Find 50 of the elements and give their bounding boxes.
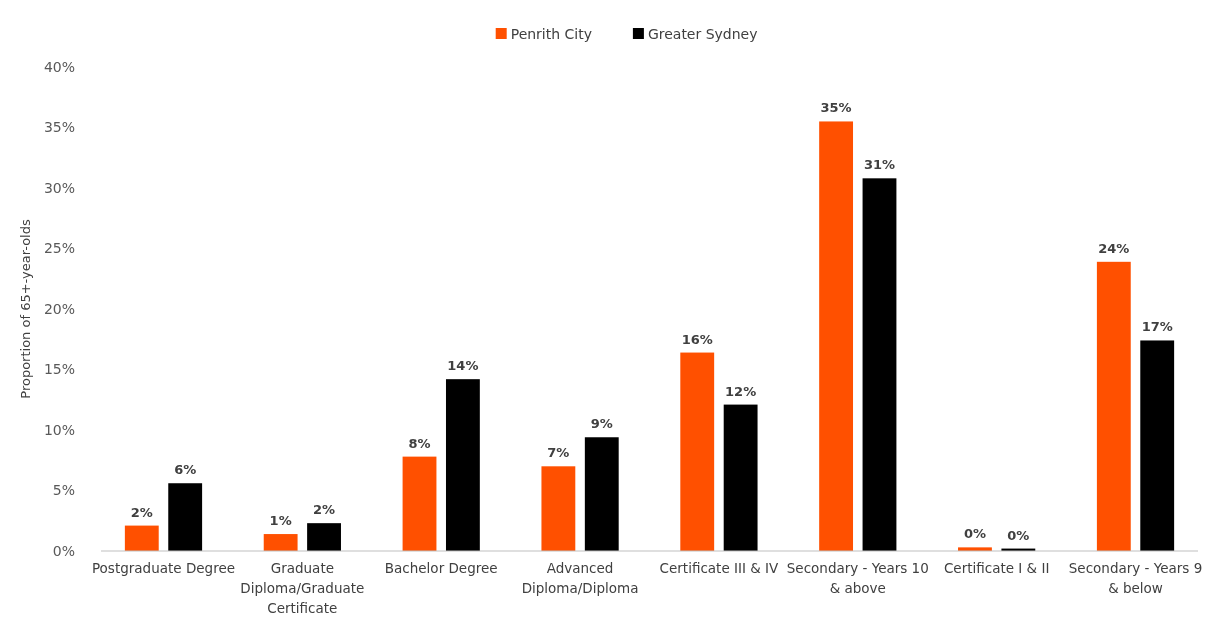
data-label: 0%	[963, 526, 986, 542]
data-label: 31%	[863, 157, 896, 173]
x-tick-label: Secondary - Years 9 & below	[1068, 560, 1203, 596]
bar	[168, 483, 203, 551]
x-tick-label: Certificate III & IV	[659, 560, 780, 576]
bar	[307, 523, 341, 551]
bar	[680, 352, 715, 551]
x-tick-label: Advanced Diploma/Diploma	[521, 560, 639, 596]
data-label: 1%	[269, 513, 292, 529]
y-tick-label: 25%	[43, 240, 75, 257]
y-axis-title: Proportion of 65+-year-olds	[18, 219, 33, 399]
bar	[1096, 261, 1131, 551]
data-label: 8%	[408, 435, 431, 451]
x-tick-label: Graduate Diploma/Graduate Certificate	[240, 560, 365, 616]
data-label: 9%	[590, 416, 613, 432]
y-tick-label: 5%	[52, 482, 75, 499]
data-label: 35%	[820, 100, 852, 116]
legend-label: Greater Sydney	[647, 25, 758, 42]
data-label: 2%	[130, 504, 153, 520]
bar	[445, 379, 480, 551]
bar	[124, 525, 159, 551]
data-label: 17%	[1141, 319, 1173, 335]
data-label: 6%	[174, 462, 197, 478]
y-tick-label: 15%	[43, 361, 75, 378]
data-label: 0%	[1007, 527, 1030, 543]
y-tick-label: 40%	[43, 58, 75, 75]
data-label: 2%	[313, 502, 336, 518]
data-label: 24%	[1098, 240, 1130, 256]
bar	[723, 404, 758, 551]
bar	[263, 534, 298, 551]
y-tick-label: 30%	[43, 179, 75, 196]
y-tick-label: 10%	[43, 421, 75, 438]
bar	[1140, 340, 1175, 551]
bar	[584, 437, 619, 551]
x-tick-label: Certificate I & II	[943, 560, 1050, 576]
legend-label: Penrith City	[510, 25, 593, 42]
x-tick-label: Postgraduate Degree	[91, 560, 236, 576]
x-tick-label: Secondary - Years 10 & above	[786, 560, 929, 596]
bar	[819, 121, 854, 551]
bar	[541, 466, 576, 551]
data-label: 7%	[547, 445, 570, 461]
data-label: 16%	[681, 331, 713, 347]
data-label: 14%	[447, 358, 479, 374]
x-tick-label: Bachelor Degree	[384, 560, 498, 576]
data-label: 12%	[725, 383, 757, 399]
y-tick-label: 35%	[43, 119, 75, 136]
y-tick-label: 0%	[52, 542, 75, 559]
bar	[862, 178, 897, 551]
y-tick-label: 20%	[43, 300, 75, 317]
bar	[402, 456, 437, 551]
